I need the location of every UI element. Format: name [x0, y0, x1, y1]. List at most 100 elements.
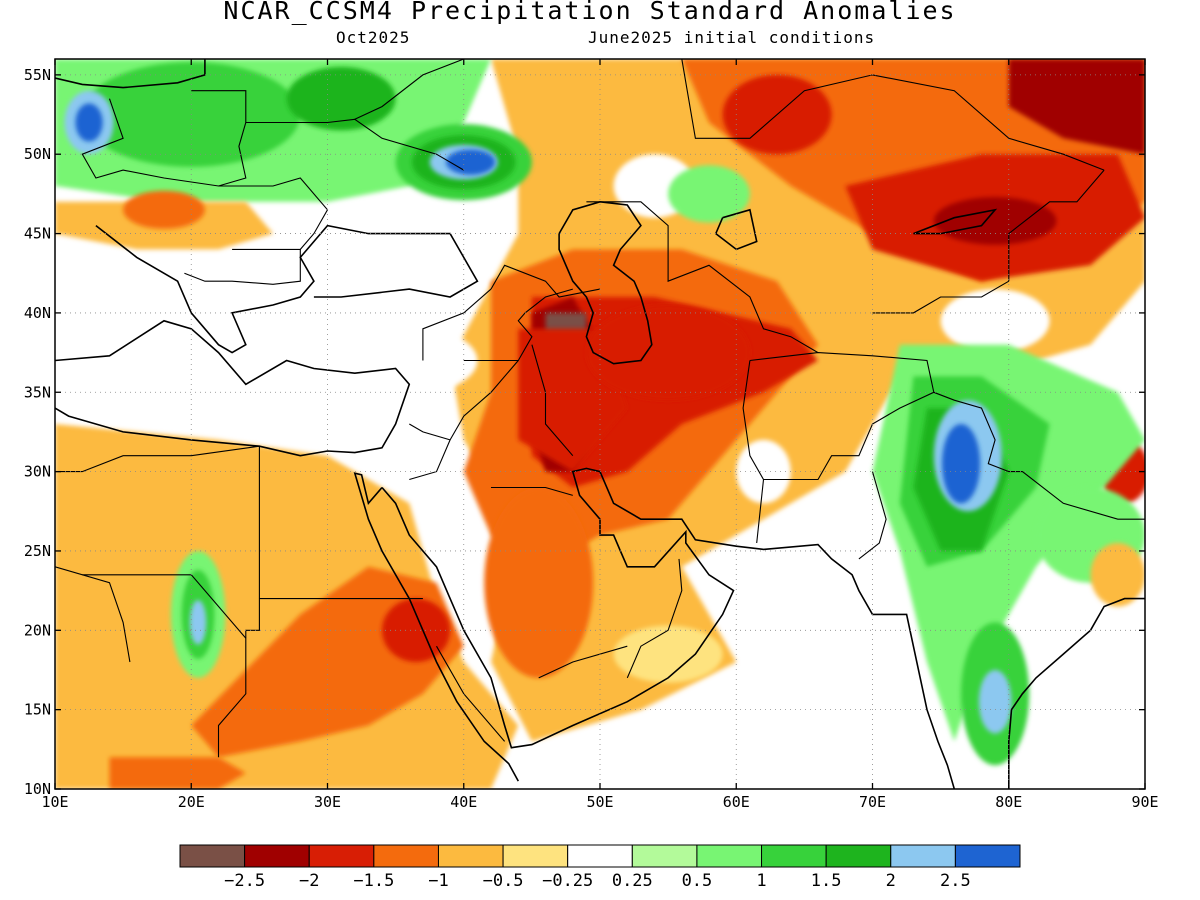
legend-swatch: [244, 844, 310, 868]
field-redsea-minus1p5: [382, 598, 451, 663]
border-18: [245, 118, 465, 171]
legend-swatch: [825, 844, 892, 868]
border-25: [409, 439, 451, 481]
field-germany-plus2p5: [75, 103, 103, 142]
lon-tick-label: 70E: [859, 793, 886, 811]
border-17: [81, 90, 247, 187]
field-belarus-plus1p5: [286, 66, 396, 131]
lon-tick-label: 90E: [1131, 793, 1158, 811]
border-23: [422, 288, 492, 361]
lat-tick-label: 25N: [24, 542, 51, 560]
field-russia-plus2p5: [446, 149, 496, 175]
lat-tick-label: 30N: [24, 463, 51, 481]
lon-tick-label: 60E: [723, 793, 750, 811]
field-afghan-neutral: [736, 439, 791, 504]
legend-swatch: [954, 844, 1021, 868]
field-turkey-neutral: [232, 316, 478, 405]
border-6: [933, 391, 1145, 520]
lat-tick-label: 50N: [24, 145, 51, 163]
field-orissa-neutral: [1036, 590, 1105, 655]
lon-tick-label: 20E: [178, 793, 205, 811]
anomaly-field: [55, 59, 1145, 789]
border-26: [491, 486, 573, 496]
legend-label: −1: [428, 871, 448, 891]
map-title: NCAR_CCSM4 Precipitation Standard Anomal…: [223, 0, 957, 25]
border-5: [858, 471, 887, 560]
coastline-5: [558, 200, 653, 365]
border-16: [872, 280, 1010, 314]
border-2: [531, 344, 574, 457]
lon-tick-label: 40E: [450, 793, 477, 811]
field-siberia-minus2: [1008, 59, 1145, 155]
legend-label: 1.5: [811, 871, 842, 891]
legend-label: 2: [886, 871, 896, 891]
lat-tick-label: 20N: [24, 621, 51, 639]
longitude-axis: 10E 20E 30E 40E 50E 60E 70E 80E 90E: [41, 59, 1159, 811]
legend-label: −0.25: [542, 871, 593, 891]
lon-tick-label: 80E: [995, 793, 1022, 811]
legend-label: −0.5: [483, 871, 524, 891]
border-19: [218, 177, 329, 250]
legend-swatch: [631, 844, 698, 868]
lat-tick-label: 55N: [24, 66, 51, 84]
field-sahel-minus1: [109, 757, 246, 789]
legend-label: 2.5: [940, 871, 971, 891]
border-1: [409, 360, 519, 441]
coastline-0: [55, 319, 411, 457]
legend-swatch: [437, 844, 504, 868]
legend-swatch: [890, 844, 956, 868]
legend-swatch: [179, 844, 246, 868]
border-11: [626, 558, 683, 679]
legend-label: 1: [756, 871, 766, 891]
legend-label: −2: [299, 871, 319, 891]
coastline-4: [1008, 597, 1145, 789]
field-turkmen-minus1p5: [586, 304, 750, 401]
border-22: [490, 264, 601, 298]
legend-swatch: [502, 844, 569, 868]
field-arabia-minus1: [484, 487, 594, 678]
field-hungary-minus1: [123, 190, 205, 229]
lon-tick-label: 50E: [586, 793, 613, 811]
lat-tick-label: 40N: [24, 304, 51, 322]
legend-label: −1.5: [353, 871, 394, 891]
coastline-8: [55, 59, 206, 89]
border-27: [538, 645, 628, 679]
field-sudan-plus2: [189, 600, 207, 645]
legend-swatch: [567, 844, 633, 868]
field-aral-plus0p5: [668, 165, 750, 223]
field-oman-minus0p25: [613, 625, 723, 683]
color-legend: −2.5 −2 −1.5 −1 −0.5 −0.25 0.25 0.5 1 1.5 2 2.5: [179, 844, 1021, 891]
lat-tick-label: 10N: [24, 780, 51, 798]
border-12: [436, 645, 506, 742]
target-month-label: Oct2025: [336, 28, 411, 47]
legend-label: −2.5: [224, 871, 265, 891]
coastline-7: [913, 208, 998, 235]
legend-swatch: [373, 844, 439, 868]
lat-tick-label: 45N: [24, 225, 51, 243]
initial-conditions-label: June2025 initial conditions: [588, 28, 876, 47]
legend-swatch: [696, 844, 763, 868]
lat-tick-label: 35N: [24, 383, 51, 401]
legend-swatch: [308, 844, 375, 868]
lat-tick-label: 15N: [24, 701, 51, 719]
lon-tick-label: 30E: [314, 793, 341, 811]
field-kazakh-minus2: [933, 197, 1057, 245]
coastline-6: [714, 208, 758, 251]
border-24: [55, 445, 260, 473]
lon-tick-label: 10E: [41, 793, 68, 811]
field-tarim-neutral: [940, 289, 1050, 353]
latitude-axis: 10N 15N 20N 25N 30N 35N 40N 45N 50N 55N: [24, 66, 1145, 798]
legend-label: 0.25: [612, 871, 653, 891]
legend-swatch: [761, 844, 827, 868]
gridlines: [55, 59, 1145, 789]
legend-label: 0.5: [682, 871, 713, 891]
field-punjab-plus2p5: [941, 424, 981, 504]
border-20: [184, 249, 301, 285]
border-10: [55, 566, 131, 663]
border-4: [749, 352, 935, 481]
field-deccan-plus2: [978, 669, 1012, 734]
coastline-3: [381, 467, 956, 789]
field-bengal-minus0p5: [1090, 543, 1145, 607]
border-13: [586, 201, 819, 354]
